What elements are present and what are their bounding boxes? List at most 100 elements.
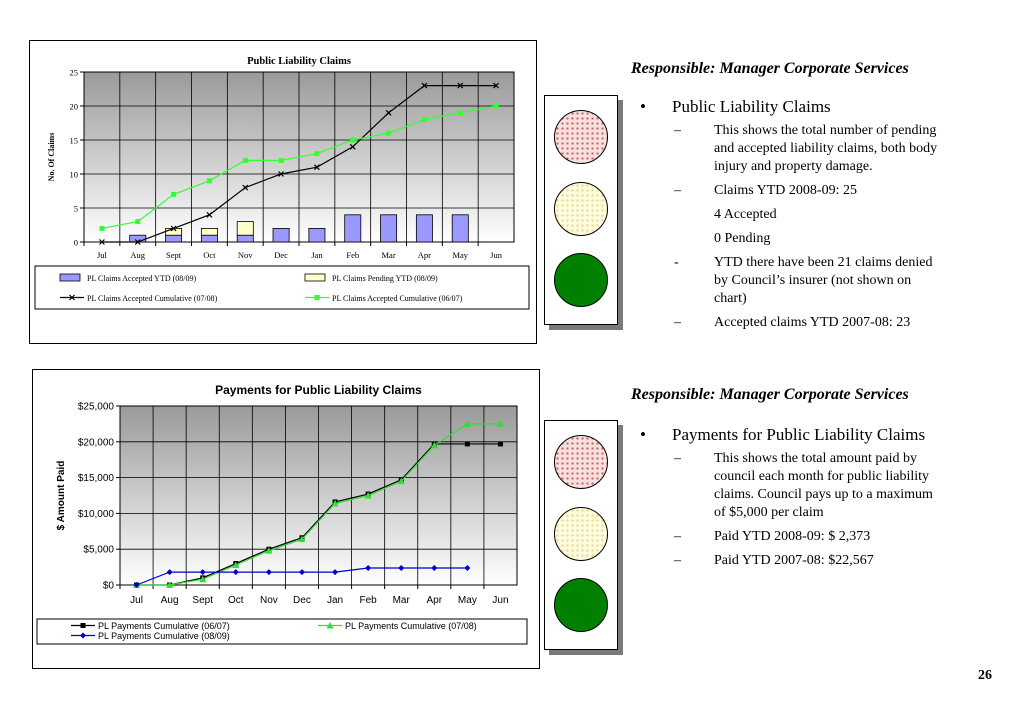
data-point (166, 581, 174, 588)
data-point (278, 157, 284, 163)
green-light-icon (554, 253, 608, 307)
data-point (166, 569, 173, 576)
data-point (265, 547, 273, 554)
y-tick-label: $25,000 (78, 402, 115, 413)
sub-item-text: Accepted claims YTD 2007-08: 23 (714, 315, 911, 330)
legend-marker (80, 632, 86, 639)
x-tick-label: Mar (381, 250, 395, 260)
sub-item-plain: 4 Accepted (714, 207, 777, 222)
sub-item-mark: – (674, 553, 681, 568)
legend-marker (80, 623, 86, 628)
x-tick-label: Apr (427, 595, 443, 606)
data-point (365, 565, 372, 572)
data-point (206, 211, 213, 218)
data-point (464, 565, 471, 572)
x-tick-label: Feb (360, 595, 378, 606)
x-tick-label: May (452, 250, 468, 260)
bar (236, 234, 254, 243)
data-point (397, 477, 405, 485)
y-axis-label: No. Of Claims (47, 133, 56, 182)
x-tick-label: May (458, 595, 477, 606)
bar (451, 214, 469, 243)
legend-label: PL Payments Cumulative (08/09) (98, 631, 230, 641)
responsible-heading-claims: Responsible: Manager Corporate Services (631, 60, 909, 77)
x-tick-label: Feb (346, 250, 359, 260)
bar (200, 227, 218, 236)
sub-item: – Claims YTD 2008-09: 25 (674, 182, 970, 200)
legend-label: PL Claims Pending YTD (08/09) (332, 274, 438, 283)
bar (344, 214, 362, 243)
bullet-item: • Public Liability Claims (640, 98, 970, 116)
claims-chart: Public Liability Claims 0 5 10 15 20 25 Jul Aug S… (29, 40, 537, 344)
data-point (242, 157, 248, 163)
x-tick-label: Jun (492, 595, 508, 606)
data-point (278, 171, 285, 177)
claims-sub-list: – This shows the total number of pending … (640, 122, 970, 332)
payments-chart: Payments for Public Liability Claims $0 $5… (32, 369, 540, 669)
red-light-icon (554, 435, 608, 489)
data-point (430, 441, 438, 449)
data-point (298, 569, 305, 576)
data-point (331, 499, 339, 507)
x-tick-label: Oct (228, 595, 244, 606)
payments-sub-list: – This shows the total amount paid by cou… (640, 450, 980, 570)
bullet-mark: • (640, 425, 646, 444)
data-point (493, 103, 499, 109)
traffic-light-claims (544, 95, 618, 325)
y-axis-label: $ Amount Paid (56, 461, 67, 531)
legend-box (34, 265, 530, 310)
y-tick-label: 0 (74, 238, 78, 248)
bullet-text: Public Liability Claims (672, 97, 831, 116)
sub-item-mark: – (674, 451, 681, 466)
bar (165, 227, 183, 236)
series-line (101, 105, 497, 229)
data-point (206, 178, 212, 184)
y-tick-label: 20 (70, 102, 79, 112)
sub-item-mark: – (674, 529, 681, 544)
sub-item-mark: – (674, 123, 681, 138)
payments-chart-svg: Payments for Public Liability Claims $0 $5… (36, 383, 528, 645)
data-point (199, 575, 207, 583)
sub-item-mark: – (674, 183, 681, 198)
chart-title: Public Liability Claims (247, 56, 351, 67)
sub-item-text: Claims YTD 2008-09: 25 (714, 183, 857, 198)
sub-item-text: This shows the total number of pending a… (714, 123, 938, 174)
sub-item-plain: 0 Pending (714, 231, 771, 246)
bar (165, 234, 183, 243)
x-tick-label: Aug (161, 595, 179, 606)
sub-item-mark: - (674, 255, 679, 270)
x-tick-label: Jun (490, 250, 503, 260)
legend-swatch (304, 273, 326, 282)
x-tick-label: Jul (97, 250, 108, 260)
data-point (421, 82, 428, 89)
sub-item: - YTD there have been 21 claims denied by… (674, 254, 970, 308)
data-point (265, 569, 272, 576)
data-point (398, 565, 405, 572)
data-point (99, 225, 105, 231)
x-tick-label: Oct (203, 250, 216, 260)
data-point (350, 137, 356, 143)
series-line (101, 84, 497, 243)
series-line (136, 443, 501, 586)
data-point (314, 151, 320, 157)
y-tick-label: $20,000 (78, 437, 115, 448)
legend-label: PL Claims Accepted Cumulative (06/07) (332, 294, 463, 303)
bullet-text: Payments for Public Liability Claims (672, 425, 926, 444)
y-tick-label: $10,000 (78, 509, 115, 520)
data-point (493, 82, 500, 89)
x-tick-label: Jul (130, 595, 143, 606)
data-point (199, 569, 206, 576)
data-point (332, 569, 339, 576)
claims-notes: • Public Liability Claims – This shows th… (640, 98, 970, 338)
legend-marker (314, 295, 320, 300)
sub-item-text: This shows the total amount paid by coun… (714, 451, 933, 520)
data-point (298, 535, 306, 543)
bullet-mark: • (640, 97, 646, 116)
data-point (135, 219, 141, 225)
bar (129, 234, 147, 243)
legend-marker (326, 622, 334, 629)
bar (415, 214, 433, 243)
data-point (421, 117, 427, 123)
sub-item: – Accepted claims YTD 2007-08: 23 (674, 314, 970, 332)
data-point (386, 130, 392, 136)
